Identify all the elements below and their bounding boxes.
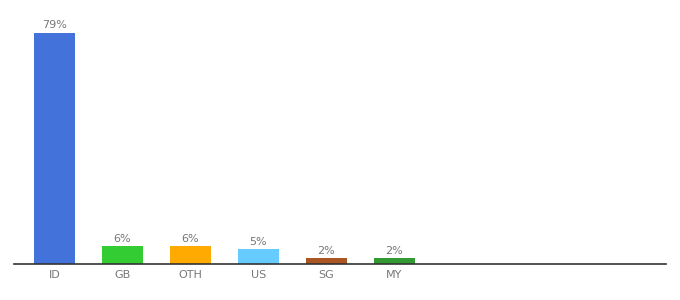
- Text: 2%: 2%: [318, 246, 335, 256]
- Bar: [238, 249, 279, 264]
- Text: 5%: 5%: [250, 237, 267, 247]
- Bar: [306, 258, 347, 264]
- Bar: [34, 33, 75, 264]
- Bar: [170, 246, 211, 264]
- Text: 79%: 79%: [42, 20, 67, 30]
- Bar: [374, 258, 415, 264]
- Text: 6%: 6%: [114, 234, 131, 244]
- Bar: [102, 246, 143, 264]
- Text: 6%: 6%: [182, 234, 199, 244]
- Text: 2%: 2%: [386, 246, 403, 256]
